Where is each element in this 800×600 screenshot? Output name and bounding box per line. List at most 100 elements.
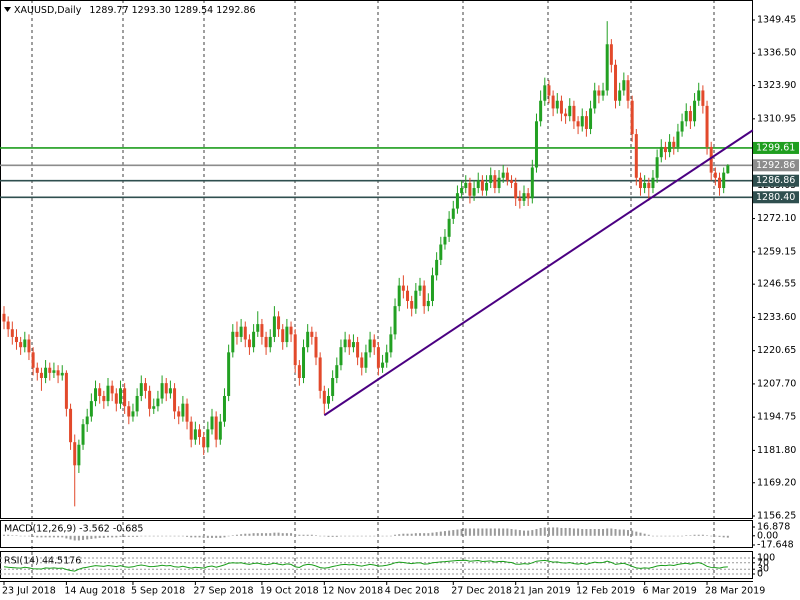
candle-body xyxy=(668,141,672,153)
candle-body xyxy=(709,146,713,173)
macd-bar xyxy=(102,535,105,538)
macd-bar xyxy=(190,535,193,538)
macd-bar xyxy=(635,531,638,536)
candle-body xyxy=(622,80,626,91)
y-tick-label: 16.878 xyxy=(757,521,790,532)
candle-body xyxy=(543,85,547,101)
candle-body xyxy=(593,90,597,109)
macd-panel xyxy=(0,520,753,548)
macd-bar xyxy=(481,528,484,536)
macd-bar xyxy=(527,530,530,536)
candle-body xyxy=(214,416,218,440)
candle-body xyxy=(106,385,110,402)
macd-bar xyxy=(473,528,476,536)
macd-bar xyxy=(281,533,284,536)
macd-bar xyxy=(627,530,629,536)
macd-bar xyxy=(498,528,501,536)
candle-body xyxy=(468,182,472,196)
candle-body xyxy=(672,141,676,147)
macd-bar xyxy=(248,533,251,536)
macd-bar xyxy=(11,535,14,536)
candle-body xyxy=(73,442,77,466)
macd-bar xyxy=(460,529,463,536)
candle-body xyxy=(393,306,397,335)
macd-bar xyxy=(107,535,109,538)
candle-body xyxy=(364,352,368,368)
macd-bar xyxy=(52,535,55,538)
level-tag-label: 1299.61 xyxy=(756,142,795,153)
candle-body xyxy=(27,339,31,353)
macd-bar xyxy=(298,534,301,536)
macd-bar xyxy=(543,527,546,536)
candle-body xyxy=(422,285,426,307)
macd-bar xyxy=(377,535,380,537)
candle-body xyxy=(152,406,156,409)
macd-bar xyxy=(552,527,555,536)
x-tick-label: 27 Dec 2018 xyxy=(451,586,512,597)
candle-body xyxy=(148,390,152,409)
candle-body xyxy=(655,157,659,178)
macd-bar xyxy=(439,531,442,536)
candle-body xyxy=(522,193,526,201)
candle-body xyxy=(381,362,385,368)
candle-body xyxy=(252,331,256,348)
macd-bar xyxy=(310,534,313,536)
candle-body xyxy=(451,208,455,219)
y-tick-label: 1272.10 xyxy=(757,213,796,224)
candle-body xyxy=(69,408,73,443)
y-tick-label: 100 xyxy=(757,553,775,564)
candle-body xyxy=(85,416,89,425)
macd-bar xyxy=(419,533,421,536)
macd-bar xyxy=(535,529,538,536)
candle-body xyxy=(23,339,27,348)
ohlc-readout: 1289.77 1293.30 1289.54 1292.86 xyxy=(89,5,255,16)
macd-bar xyxy=(464,528,467,536)
candle-body xyxy=(547,85,551,96)
macd-bar xyxy=(111,535,114,538)
macd-bar xyxy=(685,535,688,536)
macd-bar xyxy=(468,528,471,536)
macd-bar xyxy=(485,528,488,536)
candle-body xyxy=(331,378,335,396)
macd-bar xyxy=(290,533,293,536)
macd-bar xyxy=(631,530,634,536)
macd-bar xyxy=(506,528,509,536)
candle-body xyxy=(139,383,143,396)
candle-body xyxy=(426,300,430,307)
y-tick-label: 1233.60 xyxy=(757,312,796,323)
macd-bar xyxy=(443,531,446,536)
macd-bar xyxy=(539,527,542,536)
candle-body xyxy=(285,326,289,343)
macd-bar xyxy=(689,535,692,536)
macd-bar xyxy=(597,529,600,536)
candle-body xyxy=(77,444,81,466)
candle-body xyxy=(2,313,6,322)
candle-body xyxy=(297,365,301,379)
macd-bar xyxy=(564,527,567,536)
macd-bar xyxy=(273,532,276,536)
macd-bar xyxy=(90,535,93,539)
candle-body xyxy=(19,342,23,348)
candle-body xyxy=(264,336,268,348)
y-tick-label: 0.00 xyxy=(757,530,778,541)
candle-body xyxy=(684,111,688,122)
macd-bar xyxy=(27,535,30,537)
macd-bar xyxy=(215,535,218,538)
macd-bar xyxy=(15,535,18,536)
macd-bar xyxy=(331,535,334,537)
macd-bar xyxy=(693,534,696,536)
macd-bar xyxy=(364,535,367,537)
candle-body xyxy=(580,116,584,127)
candle-body xyxy=(693,100,697,122)
macd-bar xyxy=(668,535,671,537)
candle-body xyxy=(239,326,243,337)
macd-bar xyxy=(514,529,517,536)
macd-bar xyxy=(676,535,679,537)
candle-body xyxy=(614,64,618,101)
candle-body xyxy=(10,329,14,337)
candle-body xyxy=(206,429,210,448)
macd-bar xyxy=(664,535,667,537)
macd-bar xyxy=(119,535,122,537)
